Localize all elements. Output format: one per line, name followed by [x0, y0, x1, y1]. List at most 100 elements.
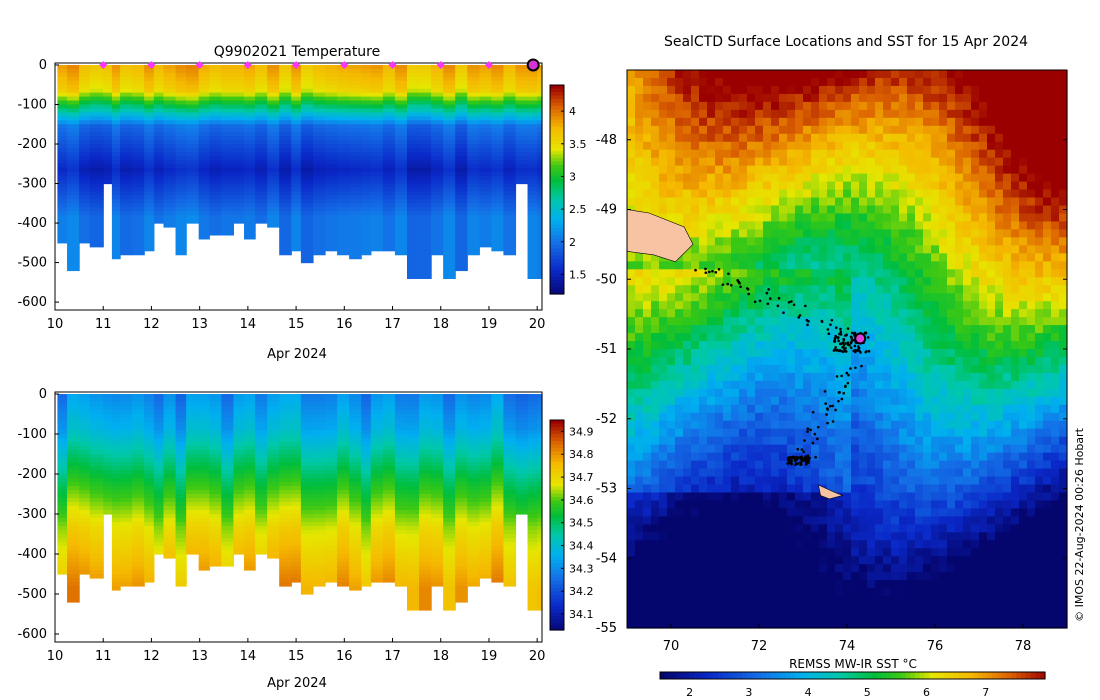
section-cell [479, 430, 492, 435]
section-cell [382, 88, 396, 94]
section-cell [479, 104, 492, 110]
section-cell [361, 203, 372, 208]
section-cell [527, 506, 538, 511]
section-cell [244, 191, 256, 196]
x-tick-label: 13 [191, 317, 208, 332]
sst-cell [699, 580, 708, 589]
sst-cell [683, 253, 692, 262]
section-cell [175, 506, 187, 511]
sst-cell [683, 452, 692, 462]
section-cell [325, 242, 338, 248]
section-cell [537, 234, 543, 240]
section-cell [406, 454, 420, 459]
section-cell [337, 128, 350, 133]
section-cell [406, 394, 420, 399]
section-cell [312, 470, 326, 475]
section-cell [455, 430, 468, 435]
section-cell [291, 195, 302, 200]
colorbar-band [550, 497, 564, 502]
section-cell [431, 136, 444, 141]
section-cell [111, 199, 121, 204]
section-cell [349, 104, 362, 110]
section-cell [233, 486, 245, 491]
section-cell [431, 250, 444, 256]
section-cell [255, 422, 268, 427]
section-cell [455, 578, 468, 583]
section-cell [153, 84, 165, 90]
section-cell [57, 474, 68, 479]
section-cell [111, 562, 121, 567]
section-cell [244, 104, 256, 110]
section-cell [67, 92, 80, 98]
section-cell [153, 120, 165, 125]
section-cell [291, 502, 302, 507]
section-cell [132, 246, 145, 252]
section-cell [279, 124, 292, 129]
section-cell [209, 100, 222, 106]
section-cell [503, 191, 517, 196]
sst-cell [643, 588, 652, 597]
section-cell [144, 534, 155, 539]
section-cell [67, 84, 80, 90]
sst-cell [675, 540, 684, 549]
section-cell [406, 140, 420, 145]
section-cell [103, 171, 113, 177]
section-cell [406, 478, 420, 483]
section-cell [455, 426, 468, 431]
section-cell [279, 486, 292, 491]
section-cell [419, 84, 432, 90]
section-cell [491, 104, 505, 110]
section-cell [443, 108, 456, 113]
sst-cell [675, 141, 684, 151]
section-cell [175, 498, 187, 503]
sst-cell [691, 165, 700, 175]
section-cell [279, 167, 292, 173]
sst-cell [675, 516, 684, 525]
section-cell [337, 72, 350, 78]
sst-cell [699, 221, 708, 231]
surface-marker [436, 60, 445, 69]
section-cell [291, 542, 302, 547]
section-cell [186, 187, 200, 193]
section-cell [325, 430, 338, 435]
section-cell [291, 530, 302, 535]
section-cell [337, 104, 350, 110]
section-cell [406, 112, 420, 117]
sst-cell [683, 325, 692, 334]
section-cell [103, 470, 113, 475]
section-cell [279, 187, 292, 193]
section-cell [419, 518, 432, 523]
section-cell [198, 124, 210, 129]
section-cell [67, 266, 80, 272]
section-cell [175, 566, 187, 571]
section-cell [479, 92, 492, 98]
colorbar-band [550, 182, 564, 187]
section-cell [406, 92, 420, 98]
section-cell [349, 242, 362, 248]
colorbar-band [550, 507, 564, 512]
section-cell [406, 195, 420, 200]
section-cell [349, 522, 362, 527]
section-cell [144, 234, 155, 240]
sst-cell [707, 117, 716, 127]
section-cell [57, 207, 68, 212]
section-cell [291, 470, 302, 475]
section-cell [132, 120, 145, 125]
section-cell [163, 406, 177, 411]
section-cell [221, 183, 235, 189]
section-cell [370, 203, 384, 208]
section-cell [144, 223, 155, 228]
section-cell [537, 258, 543, 264]
section-cell [175, 438, 187, 443]
section-cell [233, 163, 245, 169]
sst-cell [643, 612, 652, 621]
section-cell [255, 199, 268, 204]
section-cell [349, 450, 362, 455]
section-cell [406, 250, 420, 256]
section-cell [503, 506, 517, 511]
section-cell [443, 270, 456, 276]
section-cell [325, 498, 338, 503]
section-cell [406, 514, 420, 519]
section-cell [103, 502, 113, 507]
sst-cell [635, 540, 644, 549]
